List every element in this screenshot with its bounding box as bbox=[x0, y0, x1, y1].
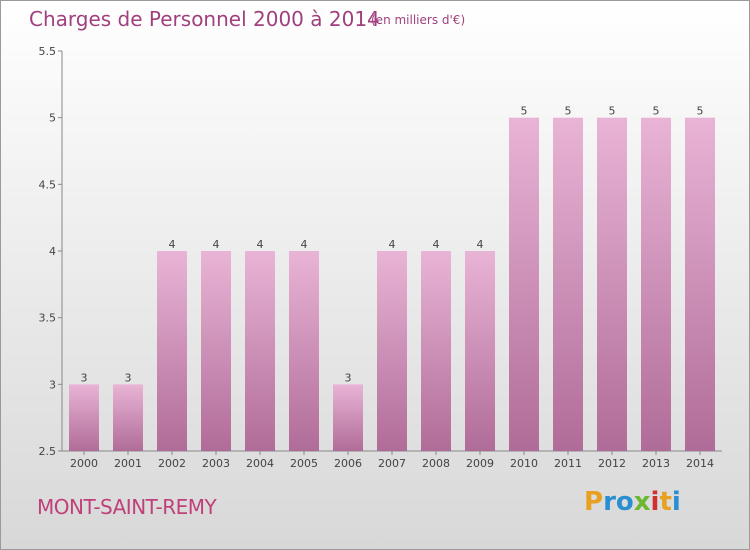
logo-letter: P bbox=[584, 487, 604, 517]
x-tick-label: 2013 bbox=[642, 457, 670, 470]
data-label: 3 bbox=[125, 371, 132, 384]
data-label: 4 bbox=[301, 238, 308, 251]
x-tick-label: 2001 bbox=[114, 457, 142, 470]
x-tick-label: 2004 bbox=[246, 457, 274, 470]
data-label: 3 bbox=[81, 371, 88, 384]
bar bbox=[509, 117, 539, 452]
x-tick-label: 2003 bbox=[202, 457, 230, 470]
data-label: 4 bbox=[257, 238, 264, 251]
proxiti-logo: Proxiti bbox=[584, 487, 681, 517]
x-tick-label: 2014 bbox=[686, 457, 714, 470]
bar bbox=[641, 117, 671, 452]
data-label: 4 bbox=[389, 238, 396, 251]
data-label: 5 bbox=[697, 105, 704, 118]
x-tick-label: 2009 bbox=[466, 457, 494, 470]
data-label: 4 bbox=[213, 238, 220, 251]
y-tick-label: 3 bbox=[49, 378, 56, 391]
x-tick-label: 2007 bbox=[378, 457, 406, 470]
y-tick-label: 5 bbox=[49, 112, 56, 125]
logo-letter: r bbox=[603, 487, 616, 517]
x-tick-label: 2002 bbox=[158, 457, 186, 470]
x-tick-label: 2008 bbox=[422, 457, 450, 470]
commune-name: MONT-SAINT-REMY bbox=[37, 495, 217, 519]
data-label: 4 bbox=[433, 238, 440, 251]
logo-letter: t bbox=[659, 487, 672, 517]
data-label: 3 bbox=[345, 371, 352, 384]
y-tick-label: 2.5 bbox=[39, 445, 57, 458]
bar bbox=[69, 384, 99, 451]
bar bbox=[113, 384, 143, 451]
x-tick-label: 2000 bbox=[70, 457, 98, 470]
data-label: 5 bbox=[609, 105, 616, 118]
bar bbox=[553, 117, 583, 452]
chart-subtitle: (en milliers d'€) bbox=[371, 13, 466, 27]
data-label: 5 bbox=[565, 105, 572, 118]
bar bbox=[201, 251, 231, 451]
bar bbox=[157, 251, 187, 451]
bar bbox=[597, 117, 627, 452]
bar bbox=[685, 117, 715, 452]
logo-letter: i bbox=[650, 487, 660, 517]
y-tick-label: 5.5 bbox=[39, 45, 57, 58]
y-tick-label: 4.5 bbox=[39, 178, 57, 191]
bar bbox=[245, 251, 275, 451]
bar bbox=[377, 251, 407, 451]
logo-letter: i bbox=[671, 487, 681, 517]
data-label: 5 bbox=[653, 105, 660, 118]
x-tick-label: 2012 bbox=[598, 457, 626, 470]
x-tick-label: 2006 bbox=[334, 457, 362, 470]
y-tick-label: 3.5 bbox=[39, 312, 57, 325]
bar bbox=[421, 251, 451, 451]
logo-letter: x bbox=[633, 487, 651, 517]
bar bbox=[465, 251, 495, 451]
x-tick-label: 2010 bbox=[510, 457, 538, 470]
data-label: 4 bbox=[169, 238, 176, 251]
y-tick-label: 4 bbox=[49, 245, 56, 258]
bar bbox=[333, 384, 363, 451]
data-label: 4 bbox=[477, 238, 484, 251]
logo-letter: o bbox=[615, 487, 634, 517]
bar bbox=[289, 251, 319, 451]
x-tick-label: 2005 bbox=[290, 457, 318, 470]
x-tick-label: 2011 bbox=[554, 457, 582, 470]
chart-title: Charges de Personnel 2000 à 2014 bbox=[29, 7, 380, 31]
data-label: 5 bbox=[521, 105, 528, 118]
